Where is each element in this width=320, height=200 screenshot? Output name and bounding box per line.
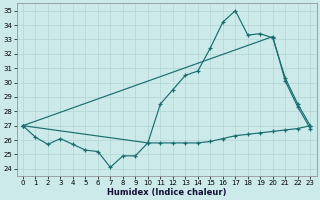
X-axis label: Humidex (Indice chaleur): Humidex (Indice chaleur) (107, 188, 226, 197)
